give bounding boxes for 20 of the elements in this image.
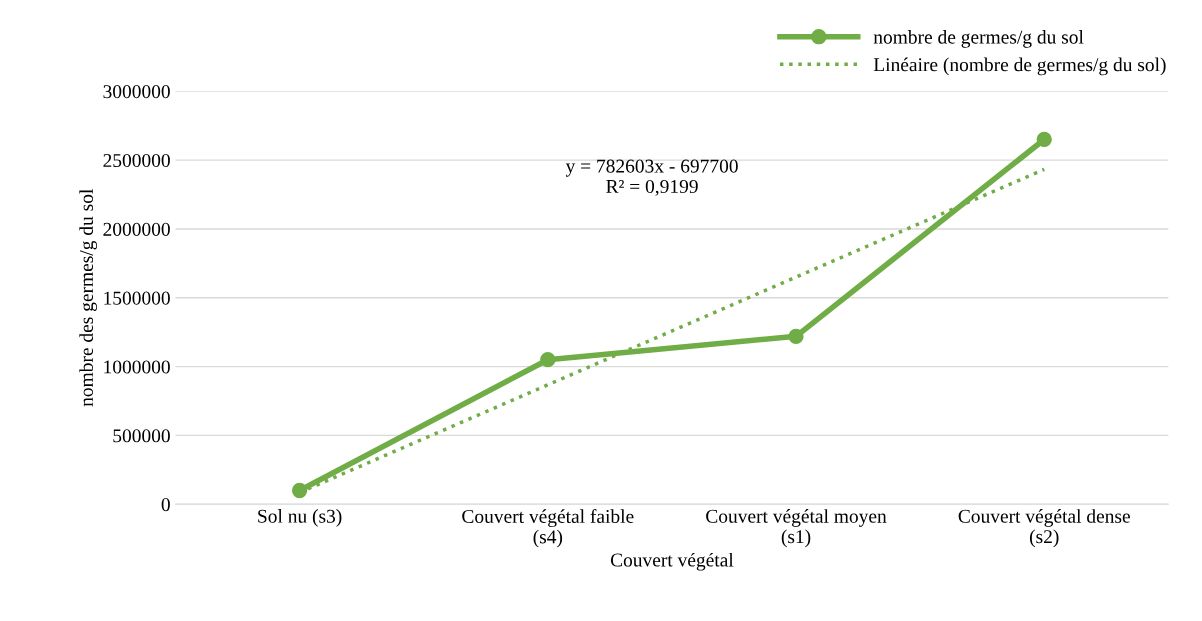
point: [540, 352, 556, 368]
y-tick-label: 1500000: [104, 291, 170, 305]
y-tick-label: 1000000: [104, 360, 170, 374]
point: [291, 482, 308, 499]
point: [1036, 131, 1052, 148]
x-axis-title: Couvert végétal: [610, 552, 734, 571]
y-tick-label: 0: [161, 498, 170, 512]
y-tick-label: 500000: [113, 429, 170, 443]
y-axis-title: nombre des germes/g du sol: [79, 189, 98, 407]
point: [788, 328, 804, 344]
annotation: y = 782603x - 697700 R² = 0,9199: [565, 159, 738, 196]
x-tick-label: Sol nu (s3): [258, 509, 342, 527]
x-tick-label: Couvert végétal faible (s4): [462, 509, 634, 548]
y-tick-label: 3000000: [103, 85, 170, 99]
legend-label: Linéaire (nombre de germes/g du sol): [873, 57, 1166, 76]
legend-label: nombre de germes/g du sol: [873, 30, 1084, 48]
x-tick-label: Couvert végétal moyen (s1): [706, 509, 887, 548]
y-tick-label: 2000000: [103, 222, 170, 236]
x-tick-label: Couvert végétal dense (s2): [958, 509, 1130, 548]
y-tick-label: 2500000: [103, 153, 170, 168]
